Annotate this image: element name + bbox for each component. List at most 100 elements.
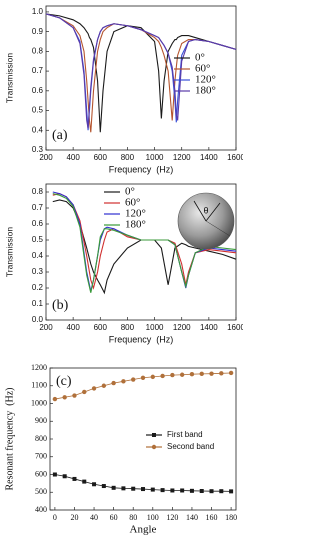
y-axis-label: Transmission	[4, 53, 14, 103]
marker	[92, 482, 97, 487]
y-tick-label: 0.6	[32, 86, 44, 95]
panel-label: (c)	[56, 374, 72, 389]
x-tick-label: 1600	[227, 153, 243, 162]
legend-label: 120°	[195, 74, 216, 86]
marker	[179, 372, 185, 377]
x-tick-label: 80	[129, 513, 137, 522]
x-tick-label: 200	[39, 323, 53, 332]
y-tick-label: 1.0	[32, 7, 44, 16]
x-tick-label: 800	[121, 153, 135, 162]
legend-label: 120°	[125, 208, 146, 220]
marker	[150, 487, 155, 492]
marker	[52, 396, 58, 402]
y-tick-label: 1100	[31, 381, 47, 390]
legend-label: First band	[167, 430, 203, 439]
y-tick-label: 400	[35, 505, 47, 514]
marker	[82, 479, 87, 484]
y-tick-label: 0.6	[32, 219, 44, 228]
legend-label: 60°	[195, 63, 210, 75]
marker	[209, 489, 214, 494]
series-line	[45, 13, 237, 133]
marker	[62, 474, 67, 479]
y-tick-label: 0.9	[32, 27, 44, 36]
y-tick-label: 0.0	[32, 315, 44, 324]
x-tick-label: 20	[70, 513, 78, 522]
marker	[72, 393, 77, 398]
marker	[121, 486, 126, 491]
marker	[170, 488, 175, 493]
marker	[160, 488, 165, 493]
y-tick-label: 1200	[31, 363, 47, 372]
legend-label: 0°	[195, 52, 205, 64]
y-tick-label: 500	[35, 487, 47, 496]
y-tick-label: 0.5	[32, 235, 44, 244]
x-tick-label: 60	[110, 513, 118, 522]
legend-marker	[152, 433, 156, 437]
y-tick-label: 0.5	[32, 106, 44, 115]
x-tick-label: 40	[90, 513, 98, 522]
x-tick-label: 1200	[173, 153, 191, 162]
plot-frame	[45, 5, 237, 151]
y-tick-label: 0.4	[32, 125, 44, 134]
plot-frame	[45, 183, 237, 321]
x-tick-label: 180	[225, 513, 237, 522]
marker	[229, 489, 234, 494]
y-tick-label: 0.3	[32, 267, 44, 276]
y-axis-label: Transmission	[4, 227, 14, 277]
chart-panel: 400 500 600 700 800 900 1000 1100 1200 0 20 40 60 80 1…	[4, 363, 237, 536]
marker	[131, 486, 136, 491]
x-tick-label: 200	[39, 153, 53, 162]
x-tick-label: 600	[94, 323, 108, 332]
marker	[209, 371, 214, 376]
marker	[219, 489, 224, 494]
inset-label: θ	[203, 205, 208, 215]
x-tick-label: 140	[186, 513, 198, 522]
x-tick-label: 800	[121, 323, 135, 332]
marker	[101, 383, 107, 388]
x-tick-label: 400	[66, 153, 80, 162]
x-axis-label: Frequency (Hz)	[109, 164, 174, 174]
y-tick-label: 800	[35, 434, 47, 443]
marker	[111, 380, 116, 386]
marker	[170, 372, 175, 378]
marker	[219, 371, 224, 376]
marker	[228, 370, 234, 376]
marker	[160, 373, 165, 379]
panel-label: (b)	[52, 298, 69, 313]
y-tick-label: 900	[35, 416, 47, 425]
marker	[72, 476, 77, 481]
legend-label: 60°	[125, 197, 140, 209]
marker	[141, 487, 145, 492]
y-tick-label: 0.3	[32, 145, 44, 154]
marker	[52, 472, 57, 477]
marker	[180, 488, 185, 493]
y-tick-label: 700	[35, 452, 47, 461]
marker	[199, 489, 204, 494]
y-tick-label: 0.4	[32, 251, 44, 260]
legend-label: 0°	[125, 186, 135, 198]
y-tick-label: 1000	[31, 398, 47, 407]
x-axis-label: Frequency (Hz)	[109, 334, 174, 344]
x-tick-label: 600	[94, 153, 108, 162]
x-tick-label: 160	[206, 513, 218, 522]
x-tick-label: 1400	[200, 323, 218, 332]
legend-label: 180°	[125, 219, 146, 231]
panel-label: (a)	[52, 128, 68, 143]
x-tick-label: 1600	[227, 323, 243, 332]
marker	[82, 389, 87, 395]
y-tick-label: 600	[35, 469, 47, 478]
x-tick-label: 400	[66, 323, 80, 332]
legend-label: 180°	[195, 85, 216, 97]
y-axis-label: Resonant frequency (Hz)	[4, 387, 15, 490]
y-tick-label: 0.7	[32, 66, 44, 75]
y-tick-label: 0.1	[32, 299, 44, 308]
x-tick-label: 0	[53, 513, 57, 522]
y-tick-label: 0.2	[32, 283, 44, 292]
series-line	[52, 193, 237, 293]
legend-label: Second band	[167, 442, 214, 451]
marker	[189, 488, 194, 493]
y-tick-label: 0.7	[32, 203, 44, 212]
marker	[189, 372, 195, 377]
legend-marker	[151, 444, 157, 450]
